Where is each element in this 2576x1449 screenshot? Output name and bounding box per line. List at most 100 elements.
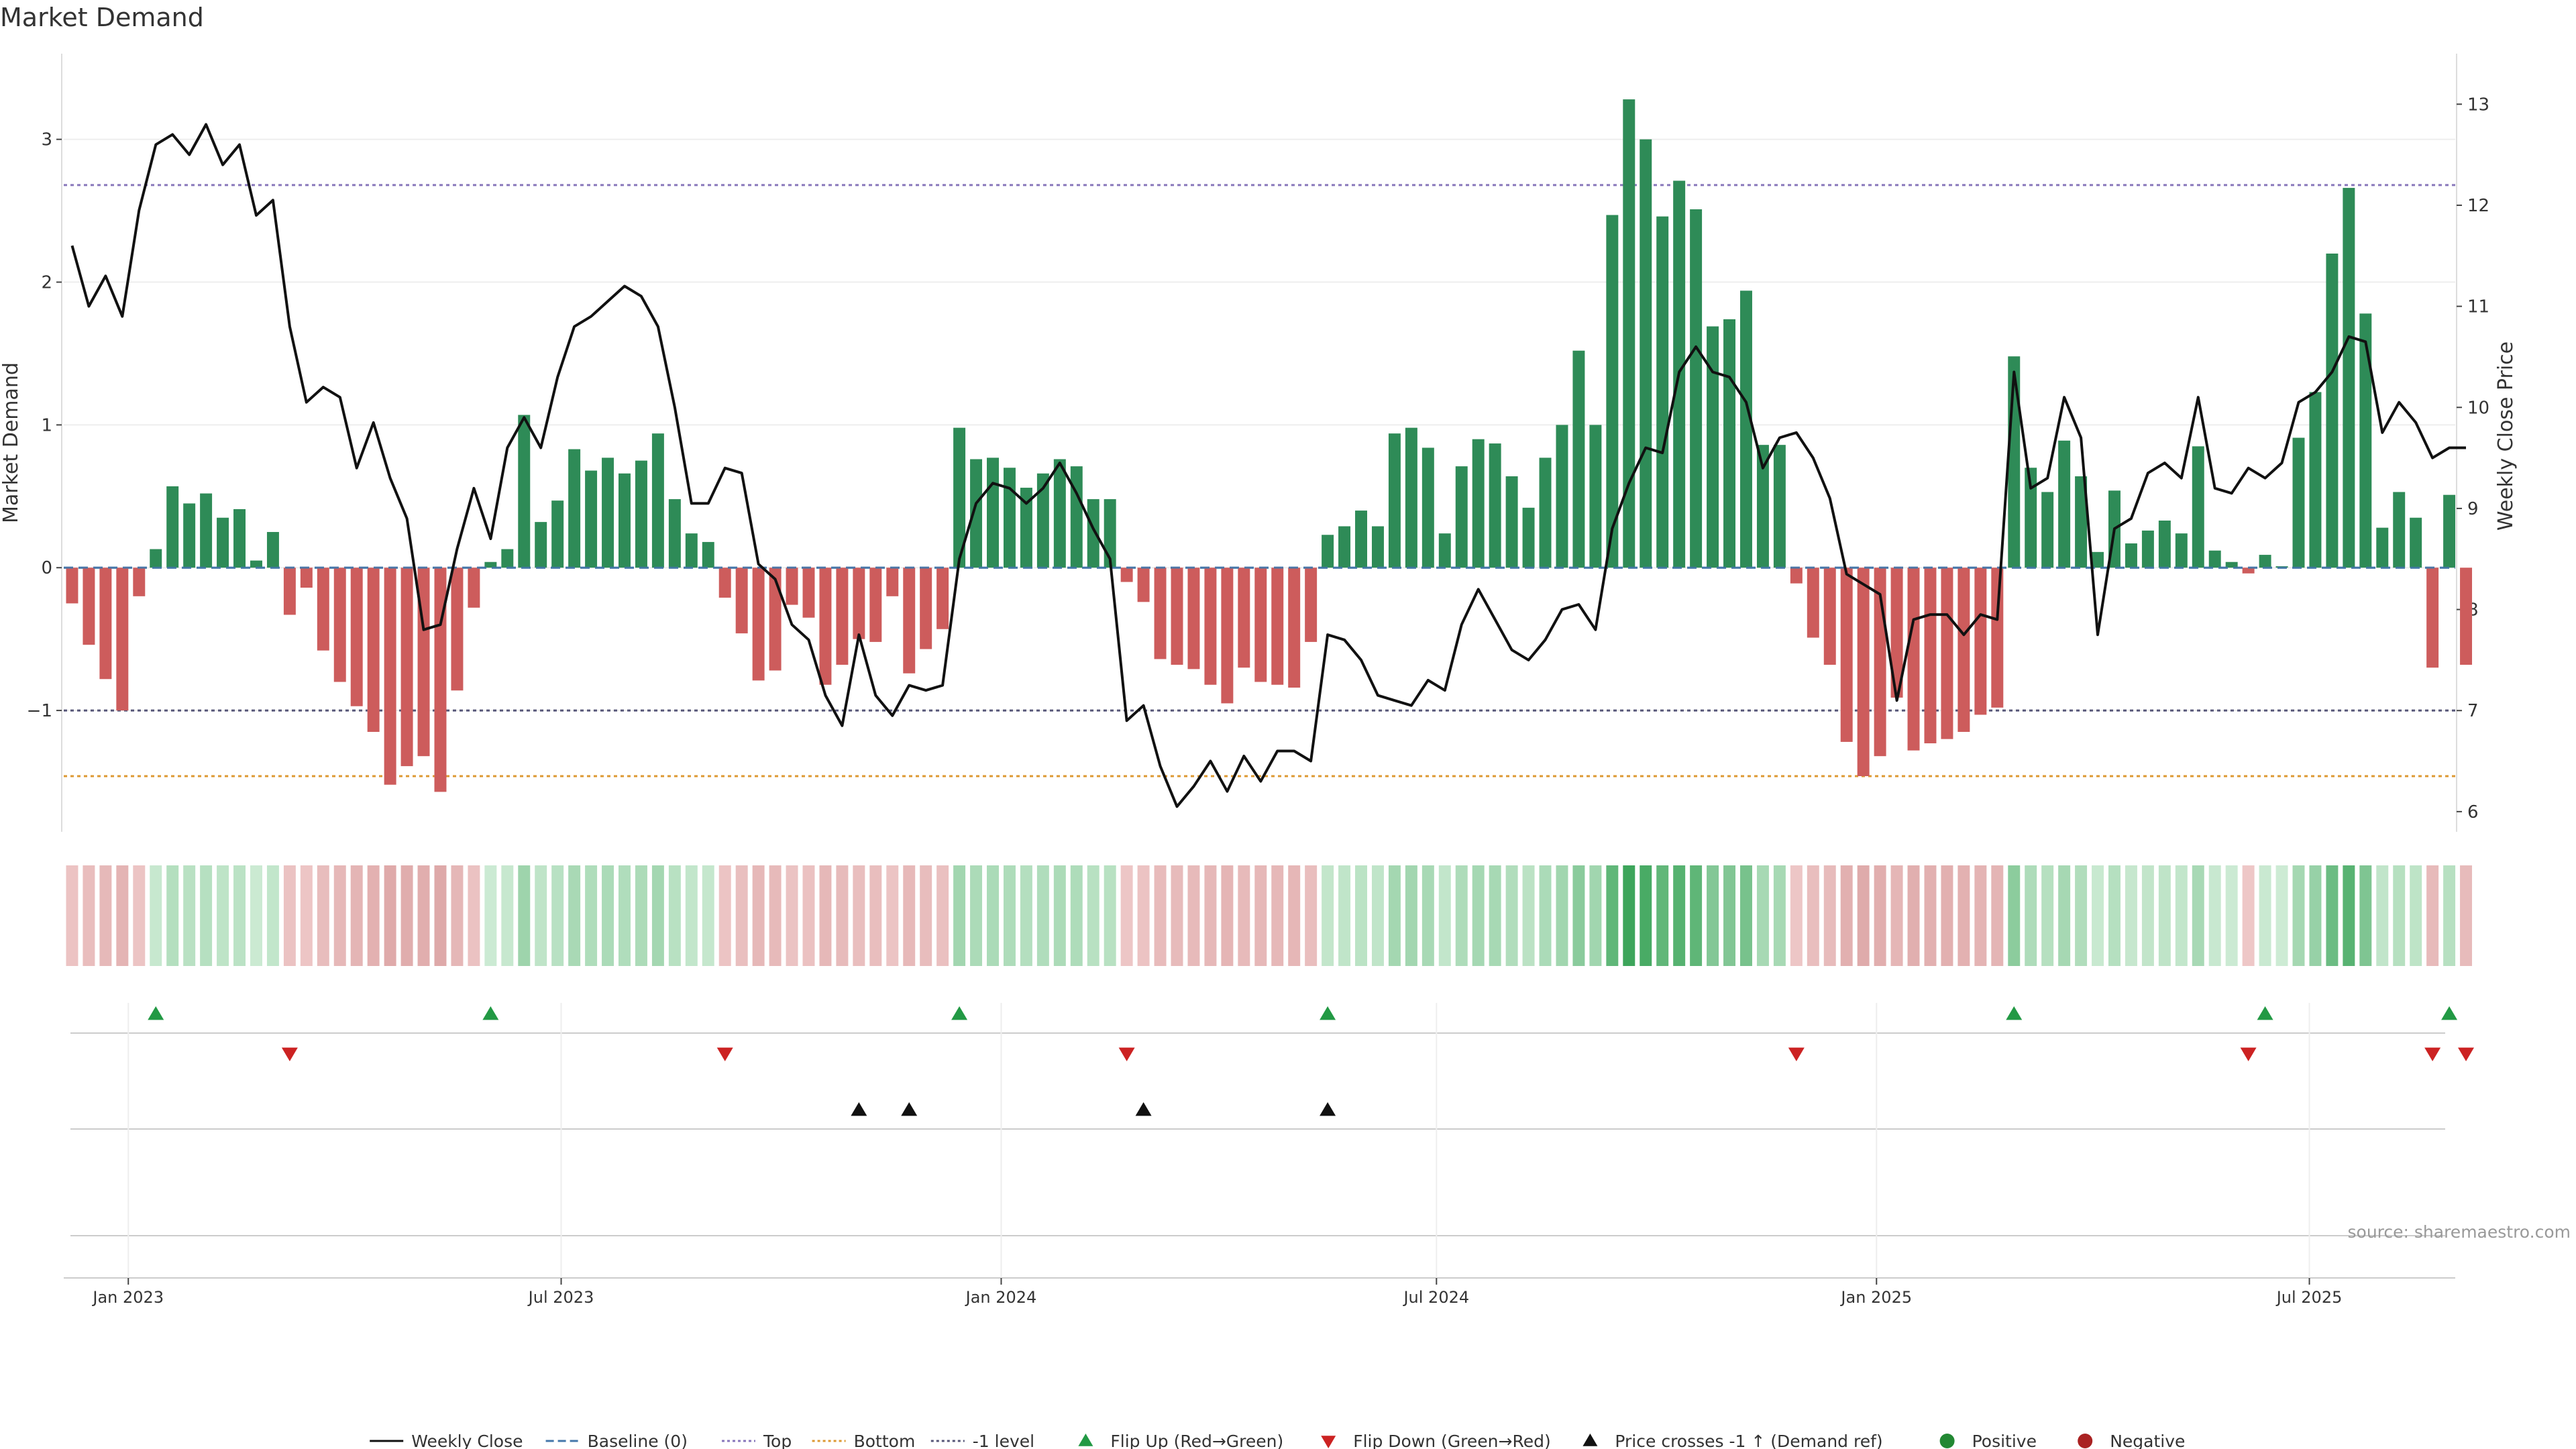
heat-strip-cell (1405, 865, 1417, 966)
demand-bar (1020, 488, 1032, 568)
demand-bar (2410, 517, 2422, 568)
demand-bar (1154, 568, 1167, 659)
heat-strip-cell (166, 865, 179, 966)
price-cross-marker (851, 1102, 867, 1116)
heat-strip-cell (417, 865, 430, 966)
demand-bar (1187, 568, 1200, 669)
demand-bar (668, 499, 681, 568)
heat-strip-cell (920, 865, 932, 966)
demand-bar (1723, 319, 1736, 568)
demand-bar (802, 568, 815, 618)
y-tick-label: 0 (41, 558, 52, 578)
demand-bar (1053, 459, 1066, 568)
demand-bar (217, 517, 229, 568)
heat-strip-cell (66, 865, 78, 966)
demand-bar (1924, 568, 1937, 744)
flip-down-marker (716, 1047, 733, 1061)
y-tick-label: 1 (41, 415, 52, 435)
heat-strip-cell (2259, 865, 2271, 966)
heat-strip-cell (2041, 865, 2054, 966)
demand-bar (1087, 499, 1099, 568)
demand-bar (1606, 215, 1619, 568)
demand-bar (333, 568, 346, 682)
demand-bar (2376, 527, 2389, 568)
heat-strip-cell (752, 865, 765, 966)
demand-bar (1991, 568, 2004, 708)
heat-strip-cell (1723, 865, 1736, 966)
heat-strip-cell (1271, 865, 1284, 966)
x-tick-label: Jan 2025 (1839, 1288, 1912, 1307)
heat-strip-cell (1305, 865, 1318, 966)
heat-strip-cell (1957, 865, 1970, 966)
heat-strip-cell (116, 865, 129, 966)
heat-strip-cell (1522, 865, 1535, 966)
heat-strip-cell (2075, 865, 2088, 966)
demand-bar (1589, 425, 1602, 568)
price-cross-marker (1320, 1102, 1336, 1116)
demand-bar (869, 568, 882, 642)
heat-strip-cell (1874, 865, 1886, 966)
heat-strip-cell (585, 865, 598, 966)
x-tick-label: Jan 2024 (965, 1288, 1037, 1307)
heat-strip-cell (2158, 865, 2171, 966)
heat-strip-cell (133, 865, 146, 966)
heat-strip-cell (1388, 865, 1401, 966)
heat-strip-cell (1890, 865, 1903, 966)
heat-strip-cell (1371, 865, 1384, 966)
heat-strip-cell (735, 865, 748, 966)
demand-bar (1505, 476, 1518, 568)
demand-bar (819, 568, 832, 685)
legend-label: Positive (1972, 1432, 2037, 1449)
heat-strip-cell (2092, 865, 2104, 966)
demand-bar (1823, 568, 1836, 665)
demand-bar (1707, 326, 1719, 568)
heat-strip-cell (970, 865, 983, 966)
heat-strip-cell (668, 865, 681, 966)
heat-strip-cell (802, 865, 815, 966)
demand-bar (1371, 526, 1384, 568)
demand-bar (400, 568, 413, 767)
demand-bar (2292, 437, 2305, 568)
demand-bar (484, 561, 497, 568)
demand-bar (1322, 535, 1334, 568)
heat-strip-cell (1104, 865, 1116, 966)
demand-bar (2343, 188, 2355, 568)
heat-strip-cell (1221, 865, 1234, 966)
demand-bar (2359, 313, 2372, 568)
heat-strip-cell (953, 865, 966, 966)
demand-bar (1171, 568, 1183, 665)
demand-bar (2208, 550, 2221, 568)
demand-bar (1254, 568, 1267, 682)
demand-bar (535, 522, 547, 568)
flip-down-marker (1788, 1047, 1805, 1061)
heat-strip-cell (434, 865, 447, 966)
y2-tick-label: 12 (2467, 196, 2489, 216)
demand-bar (2058, 440, 2071, 568)
x-tick-label: Jan 2023 (91, 1288, 164, 1307)
heat-strip-cell (1438, 865, 1451, 966)
heat-strip-cell (2393, 865, 2406, 966)
demand-bar (2242, 568, 2255, 574)
demand-bar (1656, 216, 1669, 568)
demand-bar (1003, 468, 1016, 568)
heat-strip-cell (1187, 865, 1200, 966)
demand-bar (350, 568, 363, 706)
heat-strip-cell (718, 865, 731, 966)
demand-bar (1489, 443, 1501, 568)
heat-strip-cell (2326, 865, 2339, 966)
heat-strip-cell (1556, 865, 1568, 966)
demand-bar (1455, 466, 1468, 568)
demand-bar (1036, 473, 1049, 568)
demand-bar (1941, 568, 1953, 739)
heat-strip-cell (1505, 865, 1518, 966)
demand-bar (619, 473, 631, 568)
heat-strip-cell (300, 865, 313, 966)
source-note: source: sharemaestro.com (2347, 1222, 2571, 1242)
y-tick-label: 3 (41, 130, 52, 150)
heat-strip-cell (1338, 865, 1351, 966)
flip-up-marker (2441, 1006, 2458, 1020)
demand-bar (1773, 445, 1786, 568)
legend-label: Bottom (854, 1432, 916, 1449)
demand-bar (1271, 568, 1284, 685)
flip-up-marker (951, 1006, 968, 1020)
